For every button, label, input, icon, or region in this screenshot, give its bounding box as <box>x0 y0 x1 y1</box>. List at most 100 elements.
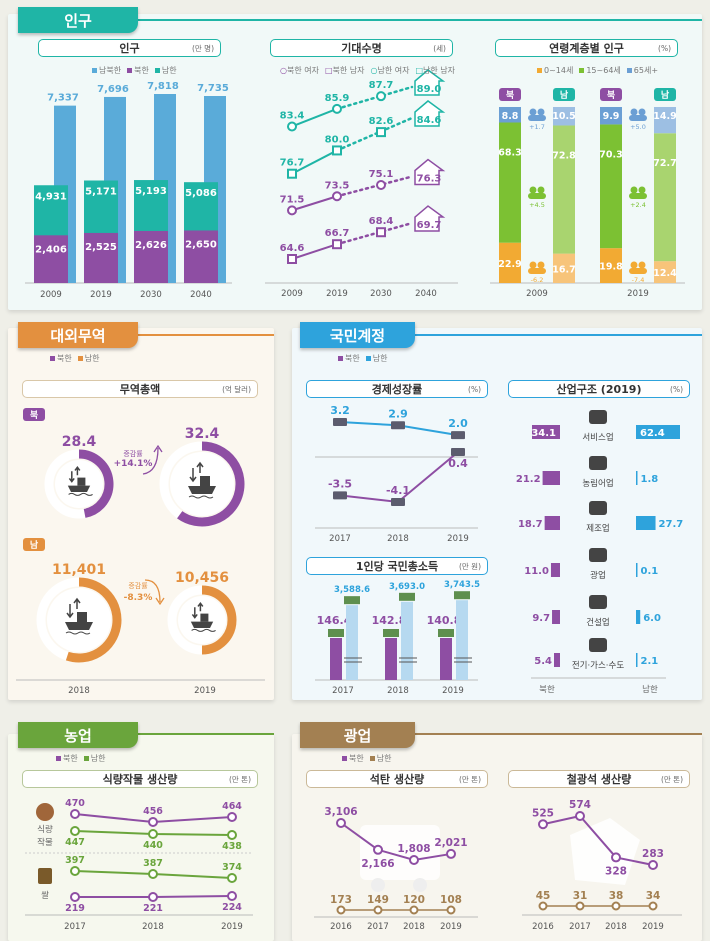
bar-north-2030 <box>134 230 168 283</box>
value-label-1-2: 82.6 <box>369 116 394 127</box>
iron-x-tick-2017: 2017 <box>569 922 591 932</box>
people-icon-b-2019-1 <box>638 186 646 194</box>
house-marker-0 <box>414 69 446 96</box>
legend-south: 남한 <box>369 753 391 764</box>
legend-age-child: 0~14세 <box>537 65 573 76</box>
industry-icon-0 <box>589 410 607 424</box>
bar-north-5 <box>554 653 560 667</box>
coal-north-line <box>340 822 452 862</box>
iron-north-label-2: 328 <box>605 865 627 877</box>
gni-chart-title: 1인당 국민총소득 (만 원) <box>306 557 488 575</box>
label-north-0: 34.1 <box>531 428 556 439</box>
x-tick-2019: 2019 <box>627 289 649 299</box>
agri-point-2-0 <box>70 866 80 876</box>
bar-north-2017 <box>330 638 342 680</box>
trade-chart-title: 무역총액 (억 달러) <box>22 380 258 398</box>
people-icon-2019-0 <box>630 261 638 269</box>
age-diff-2019-1: +2.4 <box>630 201 646 209</box>
legend-north: 북한 <box>338 353 360 364</box>
agri-point-1-0 <box>70 826 80 836</box>
label-south-2019: 3,743.5 <box>444 580 480 590</box>
age-bar-south-2019-1 <box>654 133 676 262</box>
value-label-0-1: 85.9 <box>325 93 350 104</box>
label-north-2019: 140.8 <box>427 614 462 627</box>
money-icon-north-2018 <box>383 629 399 637</box>
agri-point-1-1 <box>148 829 158 839</box>
trade-north-badge: 북 <box>23 408 45 421</box>
cart-wheel-right <box>413 878 427 892</box>
trade-south-2019-ship-cabin <box>200 613 209 622</box>
agri-label-1-2: 438 <box>222 841 242 852</box>
house-marker-2 <box>414 158 446 186</box>
population-section-line <box>130 19 702 21</box>
x-tick-2019: 2019 <box>221 922 243 932</box>
money-icon-north-2017 <box>328 629 344 637</box>
industry-label-1: 농림어업 <box>582 478 613 489</box>
iron-chart-title: 철광석 생산량 (만 톤) <box>508 770 690 788</box>
bar-south-0 <box>636 425 680 439</box>
population-chart: 7,337 4,931 2,406 2009 7,696 5,171 2,525 2019 7,… <box>25 81 232 300</box>
growth-label-0-2: 2.0 <box>448 417 468 430</box>
x-tick-2030: 2030 <box>140 290 162 300</box>
mining-legend: 북한 남한 <box>342 753 391 764</box>
mine-cart-icon <box>360 825 440 880</box>
age-north-badge-2019: 북 <box>600 88 622 101</box>
label-north-2: 18.7 <box>518 519 543 530</box>
x-tick-2009: 2009 <box>281 289 303 299</box>
trade-south-2019-arc <box>201 585 237 655</box>
trade-north-2018-ship-cabin <box>77 477 86 486</box>
trade-north-2018-value: 28.4 <box>62 434 97 450</box>
bar-south-4 <box>636 610 641 624</box>
agri-point-0-1 <box>148 817 158 827</box>
x-tick-2018: 2018 <box>387 686 409 696</box>
iron-x-tick-2016: 2016 <box>532 922 554 932</box>
x-tick-2017: 2017 <box>64 922 86 932</box>
coal-x-tick-2019: 2019 <box>440 922 462 932</box>
trade-south-2018-arc <box>65 577 122 663</box>
value-label-3-0: 64.6 <box>280 243 305 254</box>
age-label-north-2009-0: 22.9 <box>498 259 521 270</box>
trade-north-2018-wave-icon <box>68 492 93 496</box>
coal-south-point-0 <box>336 905 346 915</box>
money-icon-1-2 <box>451 448 465 456</box>
food-chart-title: 식량작물 생산량 (만 톤) <box>22 770 258 788</box>
coal-x-tick-2018: 2018 <box>403 922 425 932</box>
people-body-2019-0 <box>629 268 647 274</box>
age-structure-chart: 22.9 68.3 8.8 16.7 72.8 10.5 -6.2 +4.5 +1.7 2009 1… <box>490 107 685 299</box>
bar-north-0 <box>532 425 560 439</box>
industry-icon-3 <box>589 548 607 562</box>
legend-north: 북한 <box>56 753 78 764</box>
coal-south-label-1: 149 <box>367 894 389 906</box>
label-all-korea-2030: 7,818 <box>147 81 179 92</box>
bar-south-2017 <box>346 605 358 680</box>
national-legend: 북한 남한 <box>338 353 387 364</box>
agri-section-title: 농업 <box>64 726 92 745</box>
x-tick-2019: 2019 <box>90 290 112 300</box>
trade-chart: 28.4 32.411,401 10,456증감률+14.1%증감률-8.3%201… <box>16 426 265 696</box>
legend-south-male: □남한 남자 <box>415 66 456 75</box>
agri-section-tab: 농업 <box>18 722 138 748</box>
point-1-0 <box>287 168 297 179</box>
ore-rock-icon <box>570 818 640 885</box>
money-icon-north-2019 <box>438 629 454 637</box>
people-icon-2009-0 <box>529 261 537 269</box>
age-bar-north-2009-2 <box>499 107 521 123</box>
down-arrow-icon <box>144 579 165 606</box>
trade-south-2018-ship-cabin <box>77 612 87 622</box>
age-bar-north-2019-0 <box>600 248 622 283</box>
x-tick-2040: 2040 <box>190 290 212 300</box>
bar-south-5 <box>636 653 638 667</box>
iron-north-line <box>542 814 654 866</box>
label-north-2009: 2,406 <box>35 244 67 255</box>
people-icon-2019-1 <box>630 186 638 194</box>
label-north-2019: 2,525 <box>85 242 117 253</box>
point-0-1 <box>332 103 342 114</box>
life-expectancy-chart: 83.4 85.9 87.7 89.0 76.7 80.0 82.6 84.6 71.5 73.5… <box>265 69 458 299</box>
people-icon-2009-1 <box>529 186 537 194</box>
row-label-food-2: 작물 <box>37 837 53 848</box>
agri-point-0-0 <box>70 809 80 819</box>
agri-point-1-2 <box>227 830 237 840</box>
north-axis-label: 북한 <box>539 685 555 695</box>
age-bar-north-2009-0 <box>499 242 521 283</box>
trade-north-2019-arrows-icon <box>189 461 204 483</box>
